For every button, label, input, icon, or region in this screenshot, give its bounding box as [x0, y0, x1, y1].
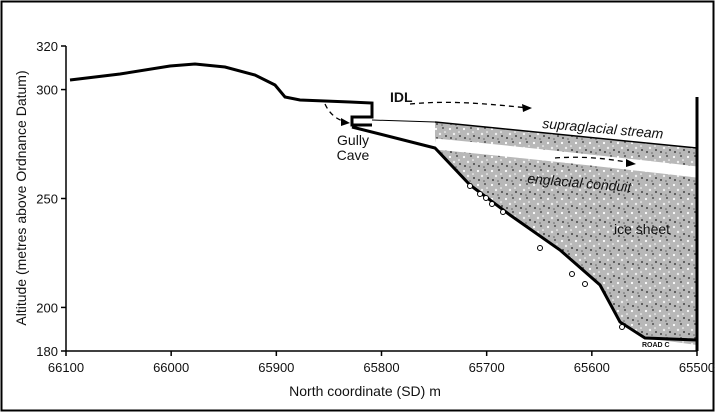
arrow-heads: [341, 104, 636, 167]
x-tick-label: 66000: [153, 360, 189, 375]
idl-line: [371, 119, 436, 123]
ice-sheet-label: ice sheet: [614, 221, 670, 237]
ice-surface: [434, 121, 698, 149]
x-tick-label: 65500: [679, 360, 715, 375]
ice-sheet: [435, 122, 697, 345]
x-axis-label: North coordinate (SD) m: [289, 383, 441, 399]
road-label: ROAD C: [642, 342, 670, 349]
terrain-profile: [69, 62, 374, 127]
y-tick-label: 320: [36, 39, 58, 54]
x-tick-label: 66100: [48, 360, 84, 375]
y-tick-label: 200: [36, 300, 58, 315]
flow-arrows: [324, 101, 633, 164]
boulders: [467, 183, 625, 330]
y-tick-label: 250: [36, 192, 58, 207]
x-tick-label: 65600: [574, 360, 610, 375]
y-tick-label: 300: [36, 83, 58, 98]
y-tick-label: 180: [36, 344, 58, 359]
x-tick-label: 65700: [469, 360, 505, 375]
idl-label: IDL: [390, 89, 413, 105]
cave-label: Cave: [337, 147, 370, 163]
gully-label: Gully: [337, 132, 369, 148]
bed-profile: [351, 125, 698, 342]
x-tick-label: 65900: [258, 360, 294, 375]
x-tick-label: 65800: [363, 360, 399, 375]
y-axis-label: Altitude (metres above Ordnance Datum): [13, 70, 29, 325]
